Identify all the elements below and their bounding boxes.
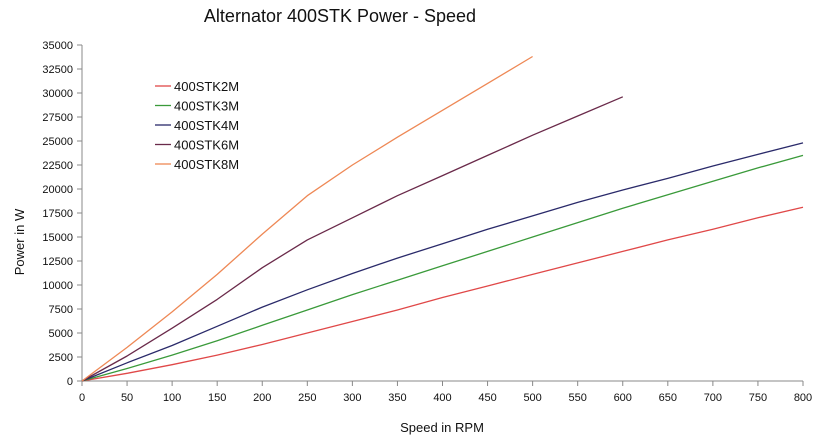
x-tick-label: 400 (433, 392, 451, 404)
chart-title: Alternator 400STK Power - Speed (204, 6, 476, 26)
x-tick-label: 250 (298, 392, 316, 404)
y-ticks: 0 2500 5000 7500 10000 12500 15000 17500 20000 22… (42, 40, 82, 388)
y-tick-label: 17500 (42, 208, 73, 220)
y-tick-label: 25000 (42, 136, 73, 148)
legend: 400STK2M 400STK3M 400STK4M 400STK6M 400STK8M (155, 79, 239, 172)
x-tick-label: 350 (388, 392, 406, 404)
x-tick-label: 50 (121, 392, 133, 404)
y-tick-label: 27500 (42, 112, 73, 124)
legend-label: 400STK8M (174, 157, 239, 172)
y-tick-label: 0 (67, 376, 73, 388)
x-ticks: 0 50 100 150 200 250 300 350 400 450 500 550 600 650 7… (79, 381, 812, 404)
y-tick-label: 12500 (42, 256, 73, 268)
x-tick-label: 300 (343, 392, 361, 404)
series-line-400stk2m (81, 206, 804, 382)
legend-label: 400STK4M (174, 118, 239, 133)
x-tick-label: 700 (704, 392, 722, 404)
y-tick-label: 32500 (42, 64, 73, 76)
y-tick-label: 22500 (42, 160, 73, 172)
y-tick-label: 30000 (42, 88, 73, 100)
x-tick-label: 150 (208, 392, 226, 404)
y-tick-label: 10000 (42, 280, 73, 292)
x-tick-label: 100 (163, 392, 181, 404)
x-tick-label: 200 (253, 392, 271, 404)
x-tick-label: 750 (749, 392, 767, 404)
x-axis-label: Speed in RPM (400, 420, 484, 435)
legend-label: 400STK3M (174, 99, 239, 114)
series-lines (81, 55, 804, 382)
y-tick-label: 7500 (49, 304, 73, 316)
series-line-400stk3m (81, 154, 804, 382)
x-tick-label: 450 (478, 392, 496, 404)
x-tick-label: 0 (79, 392, 85, 404)
y-tick-label: 35000 (42, 40, 73, 52)
y-tick-label: 2500 (49, 352, 73, 364)
y-axis-label: Power in W (12, 208, 27, 275)
y-tick-label: 15000 (42, 232, 73, 244)
legend-label: 400STK2M (174, 79, 239, 94)
series-line-400stk6m (81, 96, 624, 382)
series-line-400stk4m (81, 142, 804, 382)
x-tick-label: 550 (569, 392, 587, 404)
series-line-400stk8m (81, 55, 533, 382)
x-tick-label: 800 (794, 392, 812, 404)
x-tick-label: 650 (659, 392, 677, 404)
y-tick-label: 5000 (49, 328, 73, 340)
y-tick-label: 20000 (42, 184, 73, 196)
legend-label: 400STK6M (174, 138, 239, 153)
x-tick-label: 500 (523, 392, 541, 404)
x-tick-label: 600 (614, 392, 632, 404)
